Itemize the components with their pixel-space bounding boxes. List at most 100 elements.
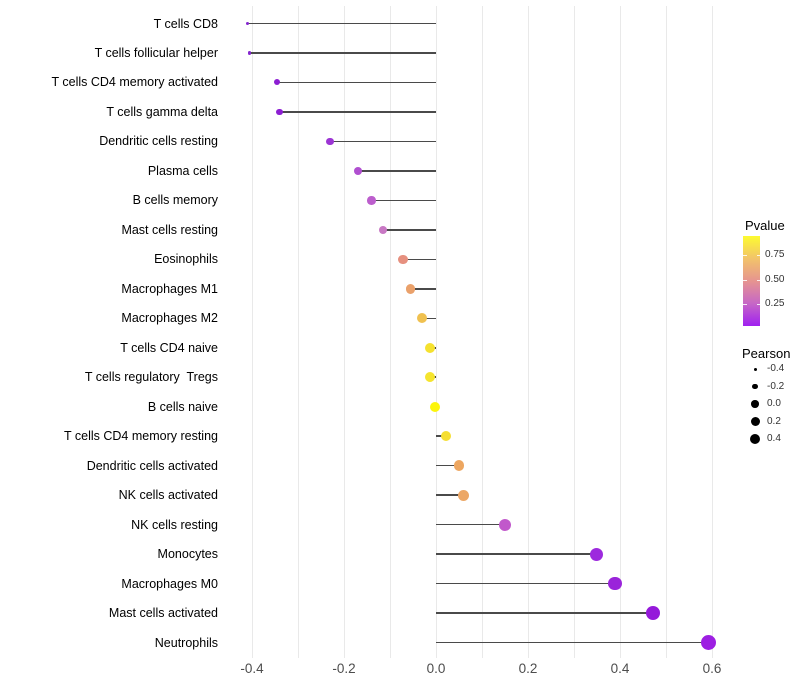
grid-line xyxy=(297,6,299,658)
lollipop-stem xyxy=(436,464,459,467)
data-point xyxy=(274,79,281,86)
pearson-size-dot xyxy=(751,400,759,408)
lollipop-stem xyxy=(330,140,436,143)
y-axis-label: Dendritic cells activated xyxy=(86,458,218,473)
x-axis-tick-label: 0.2 xyxy=(518,661,538,676)
pearson-size-label: 0.4 xyxy=(767,433,781,444)
y-axis-label: Eosinophils xyxy=(154,252,218,267)
grid-line xyxy=(527,6,529,658)
data-point xyxy=(405,284,416,294)
data-point xyxy=(700,634,717,651)
pearson-size-dot xyxy=(753,367,757,371)
y-axis-label: T cells CD8 xyxy=(153,16,218,31)
lollipop-stem xyxy=(436,494,464,496)
data-point xyxy=(245,22,249,25)
pvalue-tick-mark xyxy=(743,304,747,305)
data-point xyxy=(458,489,470,501)
data-point xyxy=(353,166,362,175)
grid-line xyxy=(711,6,713,658)
x-axis-tick-label: 0.4 xyxy=(610,661,630,676)
lollipop-stem xyxy=(279,111,436,113)
x-axis-tick-label: 0.0 xyxy=(426,661,446,676)
pearson-size-dot xyxy=(750,417,760,426)
data-point xyxy=(276,108,283,116)
pearson-size-label: 0.2 xyxy=(767,415,781,427)
data-point xyxy=(326,137,334,146)
y-axis-label: T cells CD4 memory resting xyxy=(64,429,218,444)
grid-line xyxy=(435,6,437,658)
lollipop-stem xyxy=(383,229,436,231)
legend-pvalue-title: Pvalue xyxy=(745,218,785,233)
y-axis-label: T cells gamma delta xyxy=(106,104,218,119)
y-axis-label: Plasma cells xyxy=(147,163,218,178)
grid-line xyxy=(251,6,253,658)
data-point xyxy=(425,342,436,353)
lollipop-stem xyxy=(402,258,436,261)
lollipop-stem xyxy=(436,582,615,585)
pvalue-tick-mark xyxy=(756,304,760,305)
y-axis-label: NK cells resting xyxy=(131,517,218,532)
grid-line xyxy=(389,6,391,658)
lollipop-stem xyxy=(436,523,506,526)
y-axis-label: B cells naive xyxy=(147,399,218,414)
y-axis-label: T cells regulatory Tregs xyxy=(84,370,218,385)
pvalue-tick-mark xyxy=(756,255,760,256)
lollipop-stem xyxy=(436,612,654,614)
pvalue-tick-label: 0.50 xyxy=(765,273,785,285)
lollipop-stem xyxy=(410,288,436,290)
lollipop-stem xyxy=(436,641,709,644)
legend-pearson-title: Pearson xyxy=(742,346,791,361)
y-axis-label: T cells CD4 naive xyxy=(120,340,218,355)
lollipop-stem xyxy=(249,52,436,54)
pearson-size-dot xyxy=(752,383,758,390)
lollipop-stem xyxy=(371,199,436,202)
pearson-size-label: -0.4 xyxy=(767,363,785,374)
pvalue-tick-label: 0.25 xyxy=(765,298,785,309)
y-axis-label: Macrophages M2 xyxy=(121,311,218,326)
x-axis-tick-label: -0.2 xyxy=(332,661,356,676)
y-axis-label: Neutrophils xyxy=(154,635,218,650)
y-axis-label: Monocytes xyxy=(157,547,218,562)
pvalue-tick-label: 0.75 xyxy=(765,249,785,260)
data-point xyxy=(425,372,436,383)
pvalue-gradient-bar xyxy=(743,236,760,326)
grid-line xyxy=(619,6,621,658)
y-axis-label: T cells follicular helper xyxy=(94,45,218,60)
data-point xyxy=(417,313,428,324)
lollipop-stem xyxy=(422,317,436,320)
grid-line xyxy=(481,6,483,658)
pearson-size-label: -0.2 xyxy=(767,380,785,392)
grid-line xyxy=(573,6,575,658)
y-axis-label: Macrophages M1 xyxy=(121,281,218,296)
data-point xyxy=(429,401,440,412)
pvalue-tick-mark xyxy=(756,279,760,281)
data-point xyxy=(440,431,451,442)
data-point xyxy=(378,225,388,235)
data-point xyxy=(453,460,465,471)
pearson-size-dot xyxy=(749,433,761,445)
grid-line xyxy=(343,6,345,658)
data-point xyxy=(499,518,512,531)
data-point xyxy=(646,606,661,621)
y-axis-label: Dendritic cells resting xyxy=(99,134,218,149)
y-axis-label: Macrophages M0 xyxy=(121,576,218,591)
data-point xyxy=(367,196,376,205)
y-axis-label: Mast cells resting xyxy=(121,222,218,237)
data-point xyxy=(590,547,604,561)
data-point xyxy=(398,254,408,265)
data-point xyxy=(608,576,622,591)
y-axis-label: B cells memory xyxy=(132,193,218,208)
lollipop-stem xyxy=(357,170,436,172)
y-axis-label: T cells CD4 memory activated xyxy=(51,75,219,90)
pvalue-tick-mark xyxy=(743,279,747,281)
data-point xyxy=(247,51,252,55)
y-axis-label: NK cells activated xyxy=(118,488,218,503)
lollipop-stem xyxy=(436,553,597,555)
lollipop-stem xyxy=(247,22,436,25)
lollipop-stem xyxy=(277,81,436,84)
y-axis-label: Mast cells activated xyxy=(108,606,218,621)
x-axis-tick-label: -0.4 xyxy=(240,661,264,676)
pvalue-tick-mark xyxy=(743,255,747,256)
x-axis-tick-label: 0.6 xyxy=(702,661,722,676)
